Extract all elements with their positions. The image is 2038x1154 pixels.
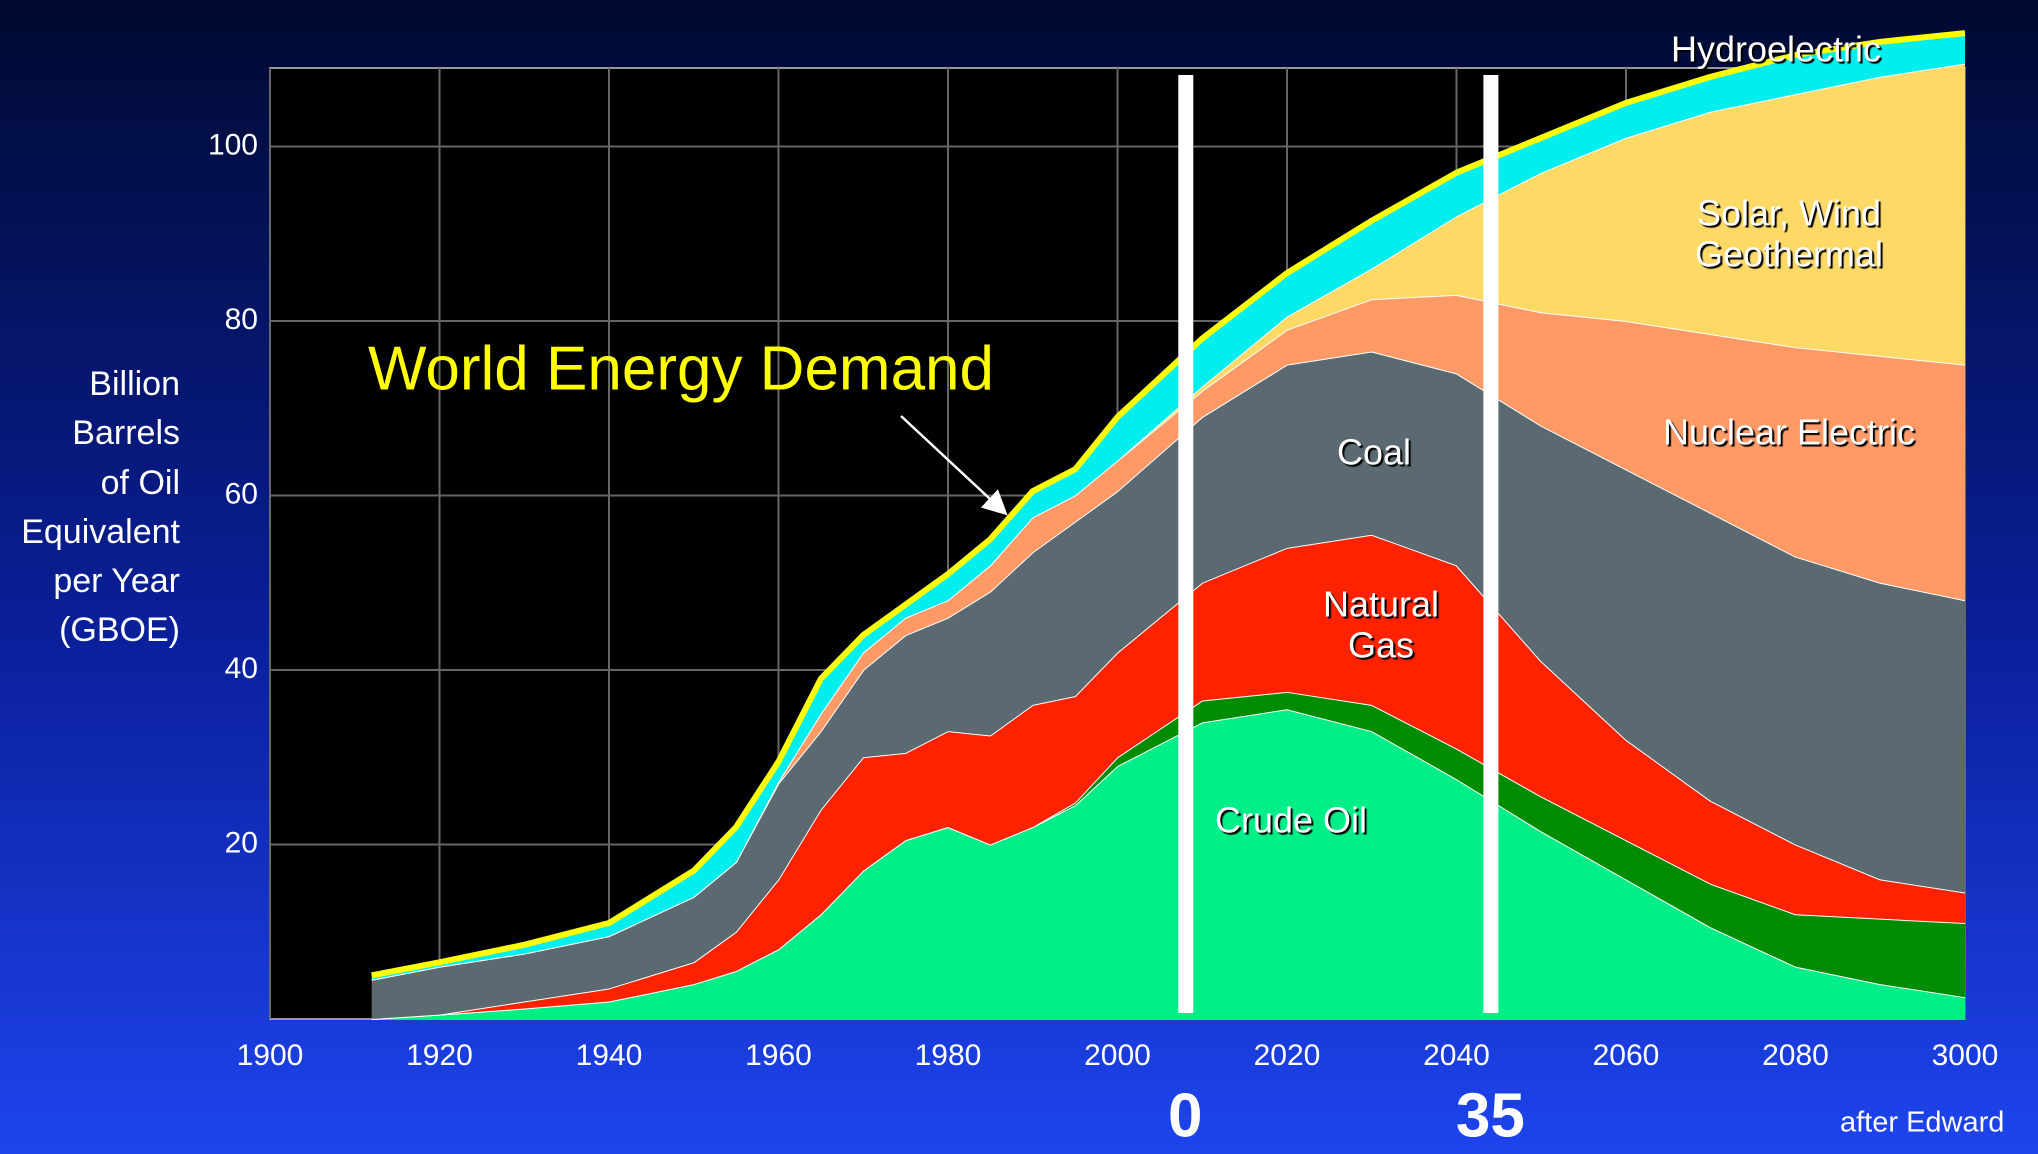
y-axis-label: Billion Barrels of Oil Equivalent per Ye… <box>21 365 180 650</box>
series-label: Natural Gas <box>1322 583 1440 666</box>
source: after Edward <box>1840 1107 2004 1139</box>
x-tick-label: 1980 <box>915 1039 982 1072</box>
x-tick-label: 2060 <box>1593 1039 1660 1072</box>
y-tick-label: 100 <box>208 128 258 161</box>
series-label: Crude Oil <box>1214 799 1368 841</box>
x-tick-label: 1960 <box>745 1039 812 1072</box>
arrow <box>900 415 1008 516</box>
annotation-label: 0 <box>1168 1081 1202 1150</box>
y-tick-label: 80 <box>225 303 258 336</box>
y-tick-label: 20 <box>225 826 258 859</box>
annotation-label: 35 <box>1456 1081 1525 1150</box>
area <box>371 63 1966 980</box>
marker-bar <box>1483 75 1499 1013</box>
total-line <box>371 30 1966 979</box>
series-label: Nuclear Electric <box>1662 411 1916 453</box>
x-tick-label: 1940 <box>576 1039 643 1072</box>
series-label: Hydroelectric <box>1670 28 1882 70</box>
chart-title: World Energy Demand <box>368 334 994 403</box>
series-label: Solar, Wind Geothermal <box>1694 192 1884 275</box>
x-tick-label: 2000 <box>1084 1039 1151 1072</box>
area <box>371 534 1966 1019</box>
x-tick-label: 2080 <box>1762 1039 1829 1072</box>
y-tick-label: 40 <box>225 652 258 685</box>
x-tick-label: 3000 <box>1932 1039 1999 1072</box>
area <box>371 351 1966 1019</box>
x-tick-label: 2020 <box>1254 1039 1321 1072</box>
x-tick-label: 1920 <box>406 1039 473 1072</box>
marker-bar <box>1178 75 1194 1013</box>
area <box>371 294 1966 980</box>
area <box>371 709 1966 1019</box>
area <box>371 691 1966 1019</box>
series-label: Coal <box>1336 431 1412 473</box>
x-tick-label: 2040 <box>1423 1039 1490 1072</box>
y-tick-label: 60 <box>225 477 258 510</box>
x-tick-label: 1900 <box>237 1039 304 1072</box>
